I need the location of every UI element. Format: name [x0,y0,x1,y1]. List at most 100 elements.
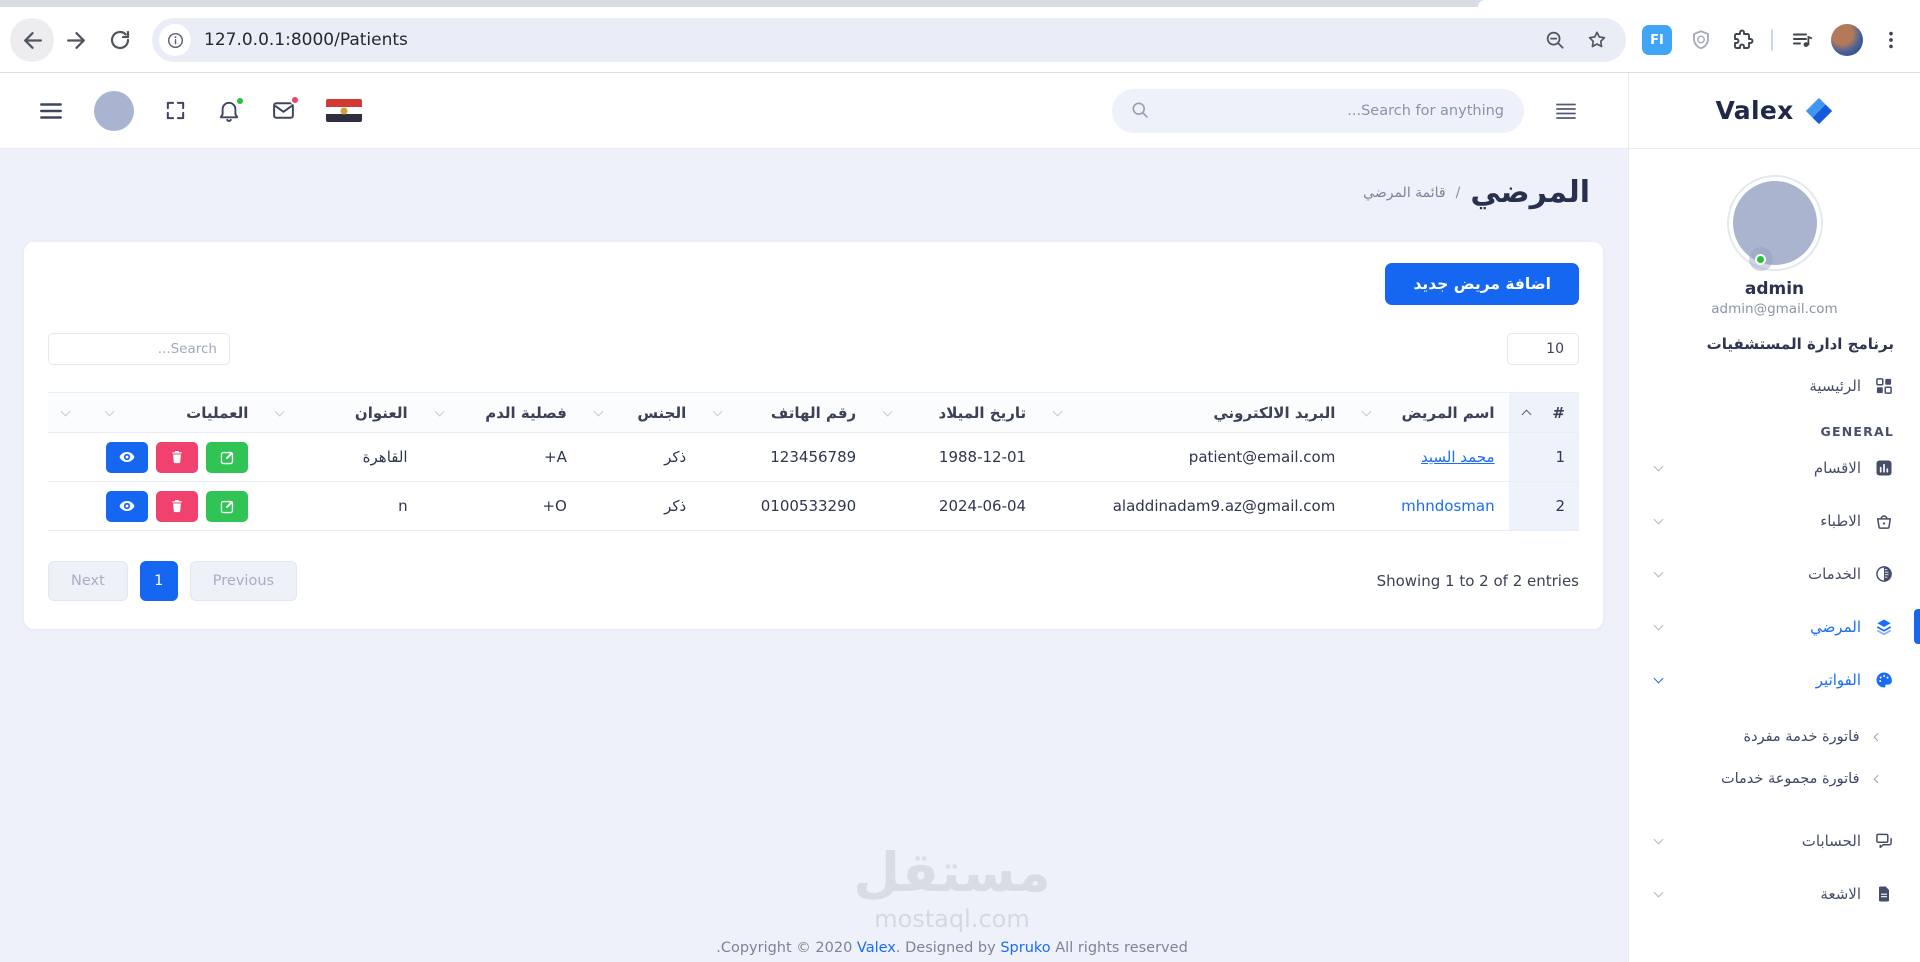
delete-button[interactable] [156,441,199,473]
cell-patient-name: mhndosman [1349,481,1509,531]
online-status-icon [1748,247,1773,271]
footer-spruko-link[interactable]: Spruko [1000,940,1051,956]
patient-name-link[interactable]: mhndosman [1401,497,1495,515]
sidebar-item-invoices[interactable]: الفواتير [1629,653,1920,706]
cell-birth-date: 2024-06-04 [870,481,1041,531]
column-header-patient-name[interactable]: اسم المريض [1349,392,1509,433]
sidebar-subitem-label: فاتورة خدمة مفردة [1743,729,1860,745]
active-tab-edge [1478,0,1920,7]
bookmark-star-icon[interactable] [1586,29,1608,51]
sidebar-menu: الرئيسية GENERAL الاقسام الاطباء [1629,359,1920,920]
footer-text: All rights reserved [1050,940,1188,956]
site-info-icon[interactable] [159,24,191,56]
url-text: 127.0.0.1:8000/Patients [204,30,408,50]
user-name: admin [1744,279,1805,299]
global-search [1112,88,1524,133]
sort-icon [105,406,115,416]
patient-name-link[interactable]: محمد السيد [1421,448,1495,466]
sidebar-item-services[interactable]: الخدمات [1629,547,1920,600]
cell-extra [48,432,93,482]
toolbar-divider [1771,29,1773,51]
table-search-input[interactable] [48,333,230,365]
sidebar-item-label: الاشعة [1820,884,1861,903]
contrast-icon [1874,564,1894,584]
program-label: برنامج ادارة المستشفيات [1706,335,1894,353]
view-button[interactable] [106,490,149,522]
column-header-index[interactable]: # [1508,392,1579,433]
column-header-address[interactable]: العنوان [262,392,422,433]
sidebar-item-departments[interactable]: الاقسام [1629,441,1920,494]
column-header-operations[interactable]: العمليات [92,392,263,433]
sidebar-item-label: الخدمات [1807,564,1861,583]
sidebar-item-accounts[interactable]: الحسابات [1629,814,1920,867]
cell-blood-type: A+ [421,432,581,482]
user-email: admin@gmail.com [1711,301,1838,317]
column-header-extra[interactable] [48,392,93,433]
add-patient-button[interactable]: اضافة مريض جديد [1385,263,1579,305]
table-row: 2 mhndosman aladdinadam9.az@gmail.com 20… [48,481,1579,531]
search-icon [1130,100,1151,121]
previous-page-button[interactable]: Previous [189,561,298,601]
pagination: Previous 1 Next [48,561,298,601]
breadcrumb-separator: / [1455,185,1461,201]
notification-dot [235,95,245,106]
messages-mail-icon[interactable] [271,95,300,123]
sidebar-subitem-service-group-invoice[interactable]: فاتورة مجموعة خدمات [1629,758,1920,800]
column-header-blood-type[interactable]: فصلية الدم [421,392,581,433]
footer-valex-link[interactable]: Valex [856,940,896,956]
column-header-email[interactable]: البريد الالكتروني [1040,392,1350,433]
footer-text: .Copyright © 2020 [716,940,857,956]
language-flag-egypt[interactable] [326,99,362,122]
sort-icon [1052,406,1063,416]
url-bar[interactable]: 127.0.0.1:8000/Patients [152,18,1626,62]
chat-icon [1874,831,1894,851]
fullscreen-icon[interactable] [164,99,187,122]
shield-extension-icon[interactable] [1689,28,1713,52]
extensions-puzzle-icon[interactable] [1730,28,1754,52]
sidebar-subitem-single-service-invoice[interactable]: فاتورة خدمة مفردة [1629,716,1920,758]
fi-extension-icon[interactable]: FI [1642,25,1672,55]
global-search-input[interactable] [1161,101,1506,120]
edit-button[interactable] [206,490,249,522]
forward-button[interactable] [54,18,98,62]
navbar-user-avatar[interactable] [94,90,134,131]
delete-button[interactable] [156,490,199,522]
cell-extra [48,481,93,531]
current-page-button[interactable]: 1 [139,561,178,601]
reload-button[interactable] [98,18,142,62]
view-button[interactable] [106,441,149,473]
right-panel-toggle-icon[interactable] [1554,99,1578,123]
footer-copyright: .Copyright © 2020 Valex. Designed by Spr… [716,940,1188,956]
next-page-button[interactable]: Next [48,561,128,601]
browser-menu-icon[interactable] [1880,29,1902,51]
sidebar-item-radiology[interactable]: الاشعة [1629,867,1920,920]
chevron-down-icon [1653,834,1664,844]
sidebar-item-doctors[interactable]: الاطباء [1629,494,1920,547]
page-size-select[interactable]: 10 [1507,333,1579,365]
sidebar-item-patients[interactable]: المرضي [1629,600,1920,653]
sidebar-toggle-icon[interactable] [38,98,64,124]
zoom-out-icon[interactable] [1544,29,1566,51]
notifications-bell-icon[interactable] [217,95,245,123]
column-header-phone[interactable]: رقم الهاتف [700,392,871,433]
sidebar-item-label: الاطباء [1820,511,1861,530]
media-controls-icon[interactable] [1790,28,1814,52]
logo[interactable]: Valex [1629,73,1920,149]
cell-index: 1 [1508,432,1579,482]
palette-icon [1874,670,1894,690]
chevron-down-icon [1653,620,1664,630]
edit-button[interactable] [206,441,249,473]
cell-operations [92,432,263,482]
chevron-down-icon [1653,461,1664,471]
tab-strip [0,0,1920,7]
browser-profile-avatar[interactable] [1831,24,1863,56]
cell-gender: ذكر [580,481,701,531]
back-button[interactable] [10,18,54,62]
column-header-gender[interactable]: الجنس [580,392,701,433]
sidebar-item-home[interactable]: الرئيسية [1629,359,1920,412]
chevron-down-icon [1653,514,1664,524]
column-header-birth-date[interactable]: تاريخ الميلاد [870,392,1041,433]
browser-toolbar: 127.0.0.1:8000/Patients FI [0,7,1920,73]
table-header-row: # اسم المريض البريد الالكتروني تاريخ الم… [48,392,1579,433]
message-dot [290,95,300,105]
